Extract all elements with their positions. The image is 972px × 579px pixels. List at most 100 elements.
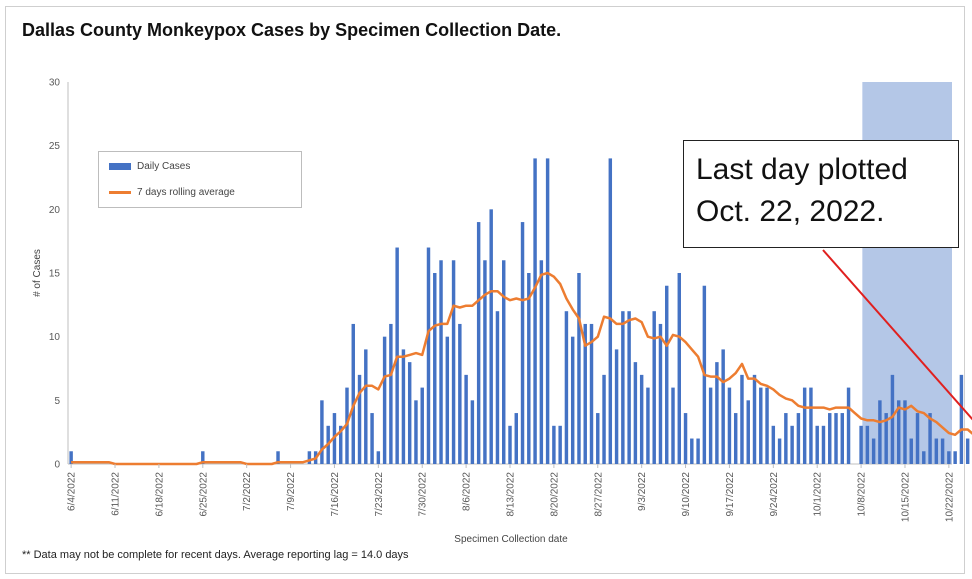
x-tick-label: 7/9/2022 (286, 472, 297, 511)
bar-daily-cases (502, 260, 506, 464)
x-tick-label: 10/1/2022 (813, 472, 824, 517)
y-tick-label: 20 (49, 205, 61, 216)
bar-daily-cases (903, 400, 907, 464)
bar-daily-cases (458, 323, 462, 464)
bar-daily-cases (627, 311, 631, 464)
bar-daily-cases (947, 451, 951, 464)
bar-daily-cases (476, 222, 481, 464)
annotation-callout: Last day plotted Oct. 22, 2022. (683, 140, 959, 248)
bar-daily-cases (564, 311, 569, 464)
legend-line-swatch (109, 191, 131, 194)
bar-daily-cases (508, 425, 512, 464)
bar-daily-cases (683, 413, 688, 464)
bar-daily-cases (834, 413, 838, 464)
bar-daily-cases (665, 285, 669, 464)
x-tick-label: 9/24/2022 (769, 472, 780, 517)
bar-daily-cases (777, 438, 782, 464)
bar-daily-cases (382, 336, 387, 464)
bar-daily-cases (740, 374, 744, 464)
bar-daily-cases (370, 413, 374, 464)
bar-daily-cases (439, 260, 443, 464)
bar-daily-cases (840, 413, 845, 464)
bar-daily-cases (602, 374, 606, 464)
bar-daily-cases (671, 387, 675, 464)
bar-daily-cases (589, 323, 594, 464)
bar-daily-cases (884, 413, 888, 464)
bar-daily-cases (959, 374, 964, 464)
bar-daily-cases (677, 273, 682, 464)
bar-daily-cases (558, 425, 562, 464)
x-tick-label: 8/13/2022 (506, 472, 517, 517)
bar-daily-cases (871, 438, 876, 464)
bar-daily-cases (909, 438, 913, 464)
bar-daily-cases (69, 451, 73, 464)
x-tick-label: 8/6/2022 (462, 472, 473, 511)
bar-daily-cases (451, 260, 456, 464)
y-tick-label: 10 (49, 332, 61, 343)
bar-daily-cases (878, 400, 882, 464)
bar-daily-cases (652, 311, 656, 464)
x-tick-label: 7/16/2022 (330, 472, 341, 517)
legend-label: 7 days rolling average (137, 187, 235, 198)
bar-daily-cases (771, 425, 776, 464)
bar-daily-cases (809, 387, 813, 464)
legend-label: Daily Cases (137, 161, 191, 172)
bar-daily-cases (828, 413, 832, 464)
annotation-arrow (822, 249, 972, 421)
bar-daily-cases (765, 387, 769, 464)
bar-daily-cases (414, 400, 418, 464)
bar-daily-cases (533, 158, 537, 464)
footnote: ** Data may not be complete for recent d… (22, 549, 409, 561)
bar-daily-cases (201, 451, 205, 464)
bar-daily-cases (357, 374, 362, 464)
bar-daily-cases (953, 451, 957, 464)
bar-daily-cases (896, 400, 901, 464)
bar-daily-cases (583, 323, 587, 464)
x-tick-label: 10/22/2022 (944, 472, 955, 522)
bar-daily-cases (445, 336, 450, 464)
bar-daily-cases (928, 413, 932, 464)
bar-daily-cases (407, 362, 412, 464)
y-tick-label: 30 (49, 78, 61, 89)
bar-daily-cases (351, 323, 355, 464)
bar-daily-cases (721, 349, 725, 464)
bar-daily-cases (752, 374, 757, 464)
x-tick-label: 6/25/2022 (198, 472, 209, 517)
bar-daily-cases (646, 387, 650, 464)
x-tick-label: 9/3/2022 (637, 472, 648, 511)
legend-bar-swatch (109, 163, 131, 170)
x-tick-label: 10/15/2022 (900, 472, 911, 522)
bar-daily-cases (401, 349, 406, 464)
bar-daily-cases (658, 323, 663, 464)
bar-daily-cases (338, 425, 343, 464)
bar-daily-cases (464, 374, 468, 464)
bar-daily-cases (514, 413, 518, 464)
bar-daily-cases (790, 425, 794, 464)
bar-daily-cases (796, 413, 801, 464)
y-tick-label: 15 (49, 269, 61, 280)
x-tick-label: 6/4/2022 (67, 472, 78, 511)
bar-daily-cases (934, 438, 939, 464)
bar-daily-cases (389, 323, 393, 464)
bar-daily-cases (376, 451, 381, 464)
x-tick-label: 8/27/2022 (593, 472, 604, 517)
bar-daily-cases (364, 349, 368, 464)
bar-daily-cases (821, 425, 826, 464)
bar-daily-cases (865, 425, 870, 464)
bar-daily-cases (621, 311, 625, 464)
bar-daily-cases (846, 387, 851, 464)
bar-daily-cases (420, 387, 424, 464)
bar-daily-cases (527, 273, 531, 464)
legend-entry-daily-cases: Daily Cases (109, 161, 190, 172)
bar-daily-cases (433, 273, 437, 464)
bar-daily-cases (552, 425, 556, 464)
bar-daily-cases (307, 451, 312, 464)
legend-entry-rolling-average: 7 days rolling average (109, 187, 235, 198)
bar-daily-cases (815, 425, 819, 464)
bar-daily-cases (715, 362, 719, 464)
x-tick-label: 8/20/2022 (549, 472, 560, 517)
bar-daily-cases (545, 158, 550, 464)
bar-daily-cases (859, 425, 863, 464)
chart-legend: Daily Cases 7 days rolling average (98, 151, 302, 208)
